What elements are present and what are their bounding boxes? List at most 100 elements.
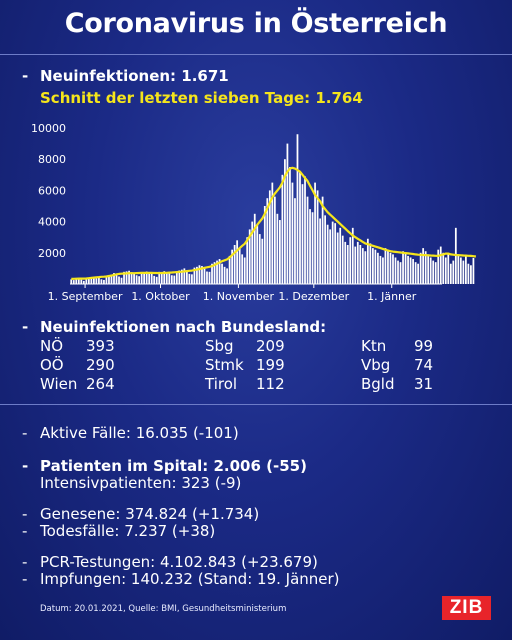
x-tick-label: 1. November — [203, 290, 275, 303]
x-tick-label: 1. September — [48, 290, 123, 303]
x-tick-label: 1. Oktober — [131, 290, 190, 303]
bar — [120, 277, 123, 284]
bar — [289, 167, 291, 284]
bar — [193, 267, 196, 284]
y-tick-label: 10000 — [31, 122, 66, 135]
bar — [173, 275, 176, 284]
bar — [422, 248, 425, 284]
bar — [100, 279, 103, 284]
bar — [180, 269, 183, 284]
regions-bullet: - — [22, 318, 29, 336]
bar — [103, 279, 105, 284]
bar — [223, 266, 226, 284]
bar — [135, 275, 138, 284]
bar — [339, 227, 342, 284]
active-cases: Aktive Fälle: 16.035 (-101) — [40, 424, 239, 442]
bar — [228, 255, 231, 284]
bar — [419, 252, 422, 284]
bar — [248, 229, 251, 284]
bar — [95, 278, 98, 284]
y-tick-label: 2000 — [38, 247, 66, 260]
bar — [371, 248, 374, 284]
region-value: 74 — [414, 356, 434, 374]
bar — [98, 276, 100, 284]
bar — [165, 272, 168, 284]
region-value: 31 — [414, 375, 434, 393]
region-name: Tirol — [205, 375, 238, 393]
bar — [261, 238, 264, 284]
bar — [417, 263, 420, 284]
bar — [384, 248, 387, 284]
new-infections-headline: Neuinfektionen: 1.671 — [40, 67, 229, 85]
bar — [294, 198, 296, 284]
bullet: - — [22, 553, 28, 571]
bar — [364, 251, 367, 284]
bar — [206, 271, 208, 284]
regions-heading: Neuinfektionen nach Bundesland: — [40, 318, 327, 336]
bar — [75, 278, 78, 284]
bar — [336, 232, 339, 284]
bar — [379, 255, 382, 284]
bar — [432, 260, 435, 284]
bar — [243, 257, 246, 284]
bar — [324, 215, 327, 284]
vaccinations-line: - Impfungen: 140.232 (Stand: 19. Jänner) — [22, 570, 340, 588]
bar — [105, 275, 108, 284]
bar — [351, 227, 354, 284]
bar — [115, 273, 118, 284]
region-name: NÖ — [40, 337, 64, 355]
bar — [113, 273, 115, 284]
bar — [314, 182, 316, 284]
bar — [198, 265, 201, 284]
pcr-line: - PCR-Testungen: 4.102.843 (+23.679) — [22, 553, 318, 571]
bar — [464, 255, 467, 284]
bar — [467, 263, 470, 284]
bar — [442, 252, 445, 284]
bar — [319, 218, 321, 284]
bar — [316, 190, 319, 284]
bar — [366, 238, 369, 284]
x-tick-label: 1. Dezember — [278, 290, 349, 303]
bar — [216, 260, 218, 284]
bar — [246, 237, 249, 284]
y-tick-label: 8000 — [38, 153, 66, 166]
bar — [356, 241, 359, 284]
bar — [349, 237, 352, 284]
bar — [188, 273, 191, 284]
bar — [449, 263, 452, 284]
bar — [231, 249, 234, 284]
bar — [133, 273, 135, 284]
y-tick-label: 6000 — [38, 184, 66, 197]
bar — [331, 221, 334, 284]
region-name: Vbg — [361, 356, 391, 374]
bar — [241, 254, 244, 284]
bar — [185, 271, 188, 284]
bar — [168, 273, 171, 284]
bar — [170, 275, 173, 284]
region-value: 290 — [86, 356, 115, 374]
bar — [459, 257, 462, 284]
bar — [462, 260, 465, 284]
bar — [110, 274, 113, 284]
title-divider — [0, 54, 512, 55]
source-note: Datum: 20.01.2021, Quelle: BMI, Gesundhe… — [40, 604, 287, 614]
bar — [452, 260, 455, 284]
bar — [82, 280, 85, 284]
bar — [359, 245, 362, 284]
bar — [211, 263, 213, 284]
bar — [329, 229, 332, 284]
bar — [140, 272, 143, 284]
bar — [80, 279, 83, 284]
bar — [271, 182, 274, 284]
deaths: Todesfälle: 7.237 (+38) — [40, 522, 216, 540]
bar — [150, 273, 153, 284]
hospital-patients: Patienten im Spital: 2.006 (-55) — [40, 457, 307, 475]
bar — [439, 246, 442, 284]
page-title: Coronavirus in Österreich — [64, 8, 448, 39]
bar — [326, 224, 329, 284]
region-value: 209 — [256, 337, 285, 355]
bar — [284, 159, 286, 284]
recovered-line: - Genesene: 374.824 (+1.734) — [22, 505, 259, 523]
section-divider — [0, 404, 512, 405]
bar — [412, 259, 414, 284]
